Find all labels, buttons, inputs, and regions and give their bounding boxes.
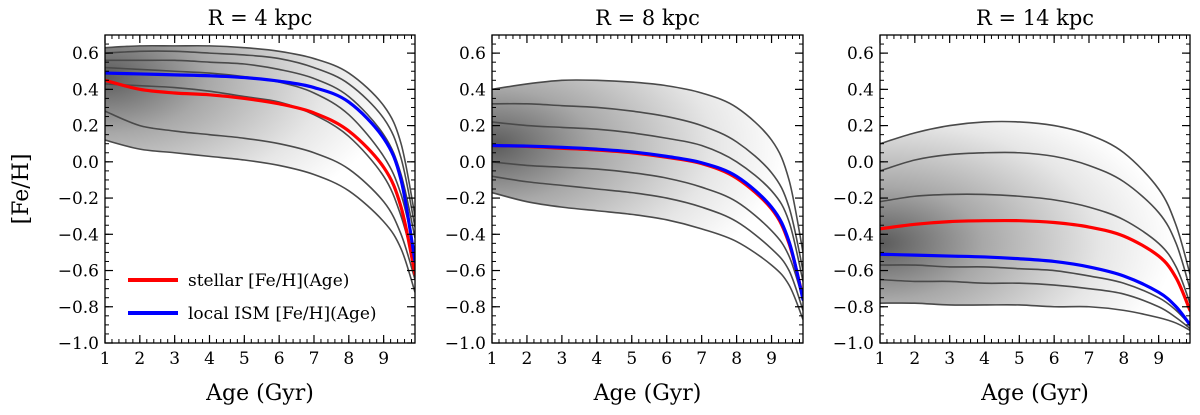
y-tick-label: 0.4 <box>72 80 99 100</box>
y-tick-label: −0.6 <box>833 262 874 282</box>
y-tick-label: −1.0 <box>58 334 99 354</box>
x-tick-label: 9 <box>378 349 389 369</box>
y-tick-label: 0.4 <box>847 80 874 100</box>
y-tick-label: −0.2 <box>833 189 874 209</box>
y-tick-label: −0.2 <box>445 189 486 209</box>
legend-label: local ISM [Fe/H](Age) <box>188 304 377 324</box>
ism-series-line <box>105 71 415 264</box>
x-tick-label: 9 <box>1153 349 1164 369</box>
legend: stellar [Fe/H](Age) local ISM [Fe/H](Age) <box>128 271 377 324</box>
x-tick-label: 4 <box>591 349 602 369</box>
contour-line-3 <box>492 121 803 282</box>
contour-line-3 <box>880 193 1190 304</box>
contour-line-6 <box>492 191 803 320</box>
x-tick-label: 7 <box>309 349 320 369</box>
y-tick-label: 0.2 <box>847 117 874 137</box>
y-tick-label: −1.0 <box>833 334 874 354</box>
x-tick-label: 6 <box>661 349 672 369</box>
x-tick-label: 7 <box>696 349 707 369</box>
x-tick-label: 3 <box>944 349 955 369</box>
x-tick-label: 2 <box>522 349 533 369</box>
y-tick-label: 0.0 <box>72 153 99 173</box>
y-tick-label: 0.4 <box>459 80 486 100</box>
stellar-series-line <box>105 78 415 276</box>
x-tick-label: 2 <box>909 349 920 369</box>
density-shading <box>105 45 415 293</box>
x-tick-label: 5 <box>239 349 250 369</box>
legend-label: stellar [Fe/H](Age) <box>188 271 349 291</box>
y-tick-label: 0.0 <box>459 153 486 173</box>
density-shading <box>492 79 803 320</box>
x-tick-label: 1 <box>100 349 111 369</box>
x-tick-label: 4 <box>204 349 215 369</box>
panel-3: 1 2 3 4 5 6 7 8 9 −1.0 −0.8 −0.6 −0.4 −0.2 0.0 0.2 0.4 0.… <box>833 6 1191 406</box>
x-tick-label: 8 <box>343 349 354 369</box>
contour-line-2 <box>880 151 1190 289</box>
panel-title: R = 4 kpc <box>208 6 313 30</box>
panel-1: 1 2 3 4 5 6 7 8 9 −1.0 −0.8 −0.6 −0.4 −0.2 0.0 0.2 0.4 0.… <box>9 6 416 406</box>
x-tick-label: 6 <box>1049 349 1060 369</box>
y-tick-label: 0.0 <box>847 153 874 173</box>
ism-series-line <box>492 143 803 302</box>
x-tick-label: 7 <box>1084 349 1095 369</box>
x-tick-label: 8 <box>731 349 742 369</box>
x-tick-label: 1 <box>487 349 498 369</box>
x-tick-label: 3 <box>556 349 567 369</box>
x-axis-label: Age (Gyr) <box>205 381 314 406</box>
contour-line-4 <box>880 264 1190 326</box>
contour-line-6 <box>105 110 415 280</box>
y-tick-label: −0.8 <box>833 298 874 318</box>
stellar-series-line <box>880 218 1190 312</box>
y-tick-label: −0.8 <box>445 298 486 318</box>
y-tick-label: 0.6 <box>459 44 486 64</box>
contour-line-7 <box>105 139 415 293</box>
density-shading <box>880 121 1190 331</box>
x-tick-label: 4 <box>979 349 990 369</box>
y-tick-label: 0.2 <box>72 117 99 137</box>
plot-area <box>105 44 415 293</box>
panels: 1 2 3 4 5 6 7 8 9 −1.0 −0.8 −0.6 −0.4 −0.2 0.0 0.2 0.4 0.… <box>9 6 1191 406</box>
y-axis-label: [Fe/H] <box>9 154 34 225</box>
y-tick-label: −1.0 <box>445 334 486 354</box>
y-tick-label: −0.8 <box>58 298 99 318</box>
contour-line-1 <box>880 120 1190 275</box>
contour-line-1 <box>105 44 415 217</box>
x-tick-label: 5 <box>626 349 637 369</box>
plot-area <box>880 120 1190 332</box>
contour-line-2 <box>105 50 415 228</box>
x-tick-label: 5 <box>1014 349 1025 369</box>
y-tick-label: 0.6 <box>72 44 99 64</box>
x-axis-label: Age (Gyr) <box>980 381 1089 406</box>
x-tick-label: 1 <box>875 349 886 369</box>
y-tick-label: −0.2 <box>58 189 99 209</box>
contour-line-5 <box>492 175 803 311</box>
x-tick-label: 3 <box>169 349 180 369</box>
y-tick-label: −0.4 <box>445 225 486 245</box>
y-tick-label: −0.4 <box>833 225 874 245</box>
x-tick-label: 9 <box>766 349 777 369</box>
plot-area <box>492 79 803 320</box>
contour-line-5 <box>880 278 1190 330</box>
y-tick-label: 0.6 <box>847 44 874 64</box>
y-tick-label: 0.2 <box>459 117 486 137</box>
y-tick-label: −0.4 <box>58 225 99 245</box>
x-tick-label: 8 <box>1118 349 1129 369</box>
y-tick-label: −0.6 <box>58 262 99 282</box>
contour-line-1 <box>492 79 803 253</box>
x-axis-label: Age (Gyr) <box>593 381 702 406</box>
contour-line-5 <box>105 83 415 268</box>
contour-line-6 <box>880 302 1190 332</box>
panel-title: R = 8 kpc <box>595 6 700 30</box>
contour-line-2 <box>492 102 803 271</box>
panel-2: 1 2 3 4 5 6 7 8 9 −1.0 −0.8 −0.6 −0.4 −0.2 0.0 0.2 0.4 0.… <box>445 6 804 406</box>
y-tick-label: −0.6 <box>445 262 486 282</box>
x-tick-label: 6 <box>274 349 285 369</box>
x-tick-label: 2 <box>134 349 145 369</box>
ism-series-line <box>880 252 1190 327</box>
panel-title: R = 14 kpc <box>976 6 1094 30</box>
contour-line-4 <box>492 161 803 300</box>
